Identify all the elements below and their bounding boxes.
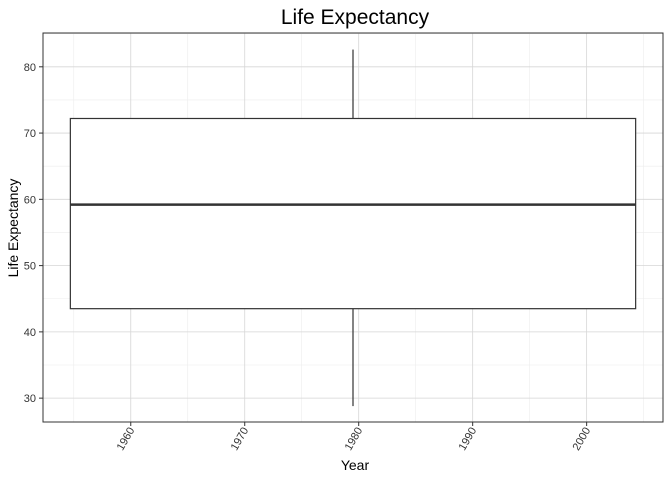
y-axis-title: Life Expectancy xyxy=(5,179,21,278)
x-tick-label: 2000 xyxy=(571,426,594,453)
y-tick-label: 70 xyxy=(24,128,36,140)
x-tick-label: 1980 xyxy=(343,426,366,453)
panel-border xyxy=(42,32,664,423)
x-tick-label: 1960 xyxy=(115,426,138,453)
chart-title: Life Expectancy xyxy=(281,6,430,29)
y-tick-label: 60 xyxy=(24,194,36,206)
y-tick-label: 50 xyxy=(24,261,36,273)
y-tick-label: 30 xyxy=(24,393,36,405)
y-tick-label: 40 xyxy=(24,327,36,339)
y-tick-label: 80 xyxy=(24,62,36,74)
x-axis-title: Year xyxy=(341,457,370,473)
x-tick-label: 1970 xyxy=(229,426,252,453)
boxplot xyxy=(69,49,637,407)
y-axis: 30 40 50 60 70 80 xyxy=(24,62,43,405)
x-axis: 1960 1970 1980 1990 2000 xyxy=(115,422,594,453)
x-tick-label: 1990 xyxy=(457,426,480,453)
box-iqr xyxy=(69,117,637,310)
